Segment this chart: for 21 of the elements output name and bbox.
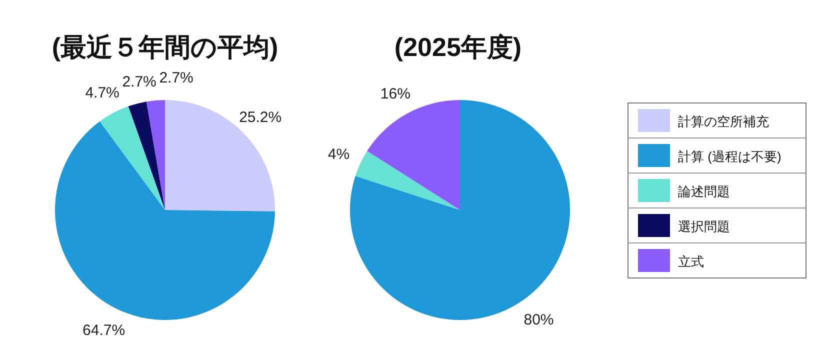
data-label: 64.7% xyxy=(82,322,126,340)
data-label: 16% xyxy=(380,86,410,103)
pie-slice xyxy=(100,106,165,210)
data-label: 2.7% xyxy=(122,73,156,90)
chart-title: (2025年度) xyxy=(394,32,522,62)
data-label: 4% xyxy=(328,146,350,163)
legend-label: 計算の空所補充 xyxy=(678,114,769,129)
data-label: 80% xyxy=(524,311,554,328)
legend-label: 立式 xyxy=(678,254,704,269)
pie-slice xyxy=(367,100,460,210)
pie-slice xyxy=(128,102,165,210)
pie-slice xyxy=(355,151,460,210)
legend-label: 論述問題 xyxy=(678,184,730,199)
pie-slice xyxy=(146,100,165,210)
pie-slice xyxy=(55,121,275,320)
data-label: 4.7% xyxy=(85,84,120,102)
chart-title: (最近５年間の平均) xyxy=(52,32,278,62)
legend-label: 選択問題 xyxy=(678,219,730,234)
data-label: 25.2% xyxy=(239,108,282,126)
legend-label: 計算 (過程は不要) xyxy=(678,149,782,164)
data-label: 2.7% xyxy=(159,69,194,86)
